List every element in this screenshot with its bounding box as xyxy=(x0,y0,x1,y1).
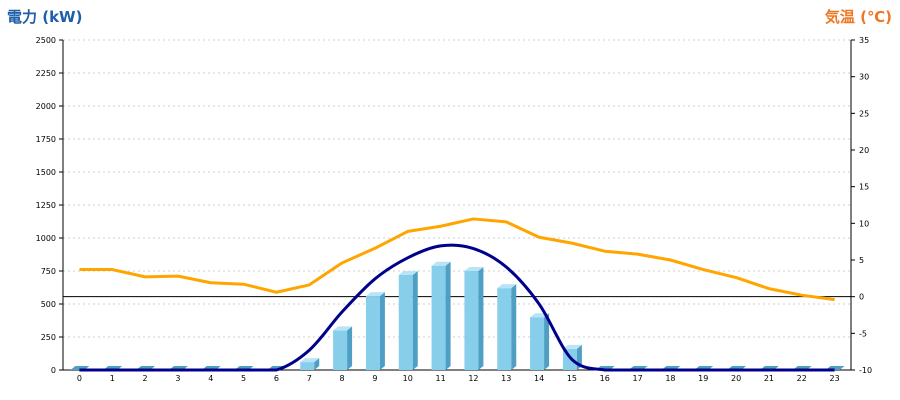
x-tick-label: 5 xyxy=(241,374,246,383)
bar-top xyxy=(333,326,353,331)
x-tick-label: 8 xyxy=(340,374,345,383)
right-tick-label: -10 xyxy=(859,366,872,375)
bar-side xyxy=(544,313,550,370)
x-tick-label: 13 xyxy=(501,374,511,383)
right-tick-label: 30 xyxy=(859,73,869,82)
x-tick-label: 1 xyxy=(110,374,115,383)
bar-top xyxy=(562,344,582,349)
left-tick-label: 2500 xyxy=(36,36,56,45)
x-tick-label: 12 xyxy=(468,374,478,383)
x-tick-label: 17 xyxy=(632,374,642,383)
left-tick-label: 250 xyxy=(41,333,56,342)
bar xyxy=(497,284,517,370)
x-tick-label: 4 xyxy=(208,374,213,383)
x-tick-label: 0 xyxy=(77,374,82,383)
bar-top xyxy=(497,284,517,289)
right-tick-label: 20 xyxy=(859,146,869,155)
x-tick-label: 2 xyxy=(143,374,148,383)
x-tick-label: 11 xyxy=(435,374,445,383)
x-tick-label: 23 xyxy=(829,374,839,383)
right-tick-label: -5 xyxy=(859,329,867,338)
bar-top xyxy=(398,270,418,275)
bar xyxy=(300,358,320,370)
left-tick-label: 1000 xyxy=(36,234,56,243)
bar-front xyxy=(431,265,446,370)
bar-side xyxy=(478,267,484,370)
left-tick-label: 1750 xyxy=(36,135,56,144)
bar-top xyxy=(365,292,385,297)
x-tick-label: 22 xyxy=(797,374,807,383)
left-tick-label: 2250 xyxy=(36,69,56,78)
grid xyxy=(63,39,851,338)
bar-front xyxy=(530,317,545,370)
bar xyxy=(398,270,418,370)
bar-front xyxy=(300,362,315,370)
x-tick-label: 21 xyxy=(764,374,774,383)
x-tick-label: 20 xyxy=(731,374,741,383)
bar xyxy=(333,326,353,370)
right-tick-label: 5 xyxy=(859,256,864,265)
left-tick-label: 500 xyxy=(41,300,56,309)
bar xyxy=(530,313,550,370)
left-axis-title: 電力 (kW) xyxy=(7,8,83,26)
temperature-line xyxy=(79,217,835,302)
right-tick-label: 0 xyxy=(859,293,864,302)
x-tick-label: 14 xyxy=(534,374,544,383)
line-series xyxy=(79,217,835,372)
x-tick-label: 19 xyxy=(698,374,708,383)
x-tick-label: 9 xyxy=(372,374,377,383)
x-tick-label: 6 xyxy=(274,374,279,383)
bar xyxy=(365,292,385,370)
bar-front xyxy=(497,288,512,370)
bar-top xyxy=(464,267,484,271)
x-tick-label: 10 xyxy=(403,374,413,383)
x-tick-label: 7 xyxy=(307,374,312,383)
left-tick-label: 0 xyxy=(51,366,56,375)
bar-side xyxy=(412,270,418,370)
left-tick-label: 750 xyxy=(41,267,56,276)
bar-front xyxy=(398,274,413,370)
left-tick-label: 1250 xyxy=(36,201,56,210)
tick-labels: 02505007501000125015001750200022502500-1… xyxy=(36,36,872,383)
x-tick-label: 15 xyxy=(567,374,577,383)
bar xyxy=(431,261,451,370)
bar-series xyxy=(70,261,845,370)
right-axis-title: 気温 (℃) xyxy=(824,8,892,26)
bar-side xyxy=(314,358,320,370)
bar-front xyxy=(333,330,348,370)
right-tick-label: 35 xyxy=(859,36,869,45)
bar-front xyxy=(365,296,380,370)
right-tick-label: 10 xyxy=(859,219,869,228)
bar-top xyxy=(431,261,451,266)
right-tick-label: 25 xyxy=(859,109,869,118)
x-tick-label: 16 xyxy=(600,374,610,383)
bar-side xyxy=(511,284,517,370)
x-tick-label: 18 xyxy=(665,374,675,383)
power-curve-line xyxy=(79,243,835,372)
bar-side xyxy=(445,261,451,370)
bar xyxy=(464,267,484,370)
left-tick-label: 1500 xyxy=(36,168,56,177)
bar-side xyxy=(347,326,353,370)
bar-front xyxy=(464,271,479,370)
left-tick-label: 2000 xyxy=(36,102,56,111)
bar-top xyxy=(300,358,320,363)
x-tick-label: 3 xyxy=(175,374,180,383)
bar-side xyxy=(379,292,385,370)
right-tick-label: 15 xyxy=(859,183,869,192)
